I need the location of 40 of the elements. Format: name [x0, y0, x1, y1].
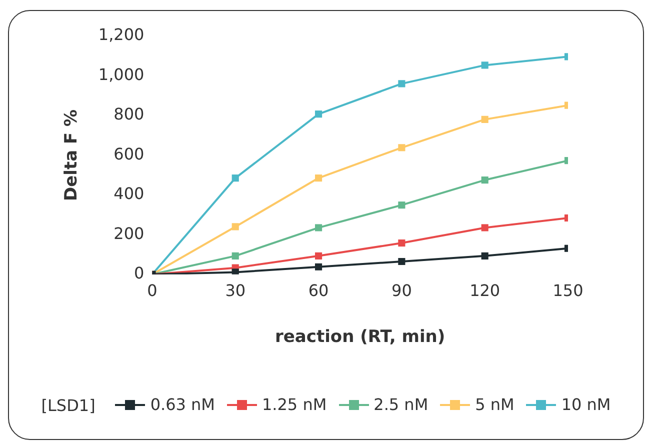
y-tick-label: 1,200	[98, 25, 144, 44]
legend-label: 10 nM	[561, 395, 611, 414]
point	[398, 239, 406, 247]
y-tick-label: 800	[114, 104, 144, 124]
point	[481, 252, 488, 260]
x-tick-label: 120	[470, 281, 500, 300]
point	[481, 116, 488, 123]
point	[398, 80, 406, 88]
y-tick-label: 200	[114, 224, 144, 243]
x-tick-label: 90	[392, 281, 412, 300]
point	[398, 202, 406, 209]
point	[232, 223, 239, 230]
point	[481, 62, 488, 69]
point	[314, 174, 322, 182]
point	[481, 224, 488, 232]
y-tick-label: 1,000	[98, 64, 144, 84]
legend-title: [LSD1]	[41, 396, 96, 415]
point	[398, 144, 406, 152]
point	[232, 268, 239, 274]
x-tick-label: 30	[225, 281, 246, 300]
legend-label: 1.25 nM	[262, 395, 327, 414]
legend-label: 5 nM	[475, 395, 514, 414]
point	[314, 252, 322, 260]
x-tick-label: 0	[147, 281, 158, 300]
x-tick-label: 60	[308, 281, 329, 300]
point	[232, 174, 239, 182]
y-tick-label: 0	[134, 264, 144, 283]
y-tick-label: 400	[114, 184, 144, 204]
x-axis-title: reaction (RT, min)	[275, 327, 446, 348]
point	[232, 252, 239, 260]
point	[481, 176, 488, 184]
point	[314, 110, 322, 118]
y-axis-title: Delta F %	[62, 109, 82, 201]
point	[398, 258, 406, 266]
point	[314, 224, 322, 232]
legend-label: 2.5 nM	[374, 395, 428, 414]
point	[314, 263, 322, 270]
y-tick-label: 600	[114, 144, 144, 164]
x-tick-label: 150	[552, 281, 584, 300]
legend-label: 0.63 nM	[150, 395, 215, 414]
